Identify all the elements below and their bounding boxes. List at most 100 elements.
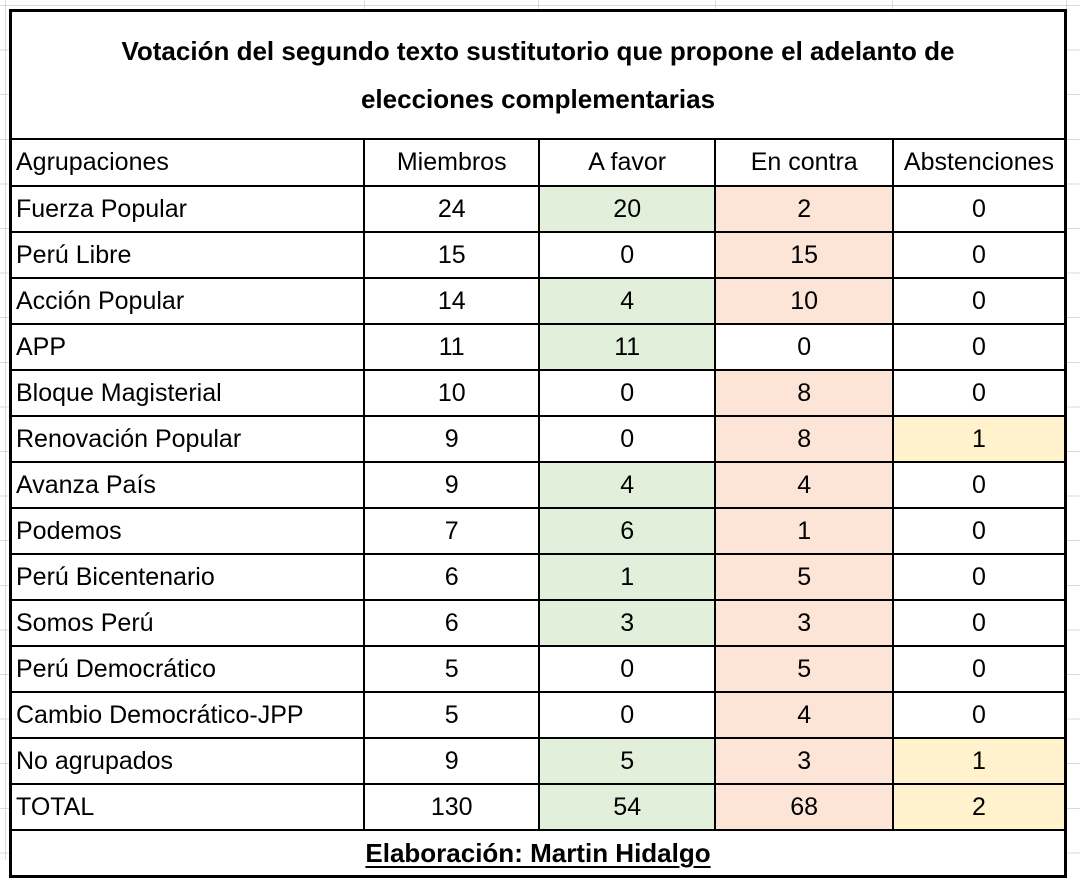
party-name-cell: Bloque Magisterial — [9, 369, 366, 417]
a-favor-cell: 20 — [537, 185, 717, 233]
party-name-cell: Somos Perú — [9, 599, 366, 647]
en-contra-cell: 2 — [714, 185, 894, 233]
abstenciones-cell: 0 — [891, 599, 1067, 647]
miembros-cell: 5 — [363, 645, 540, 693]
table-title-line1: Votación del segundo texto sustitutorio … — [121, 36, 955, 66]
miembros-cell: 11 — [363, 323, 540, 371]
a-favor-cell: 5 — [537, 737, 717, 785]
total-row: TOTAL 130 54 68 2 — [9, 783, 1067, 831]
party-row: No agrupados 9 5 3 1 — [9, 737, 1067, 785]
miembros-cell: 130 — [363, 783, 540, 831]
column-header-a-favor: A favor — [537, 138, 717, 187]
a-favor-cell: 1 — [537, 553, 717, 601]
abstenciones-cell: 0 — [891, 185, 1067, 233]
abstenciones-cell: 0 — [891, 369, 1067, 417]
en-contra-cell: 3 — [714, 737, 894, 785]
table-footer: Elaboración: Martin Hidalgo — [9, 829, 1067, 878]
a-favor-cell: 3 — [537, 599, 717, 647]
abstenciones-cell: 0 — [891, 277, 1067, 325]
party-row: Cambio Democrático-JPP 5 0 4 0 — [9, 691, 1067, 739]
table-body: Fuerza Popular 24 20 2 0 Perú Libre 15 0 15 0 Acci… — [9, 185, 1067, 831]
a-favor-cell: 0 — [537, 369, 717, 417]
vote-table: Votación del segundo texto sustitutorio … — [9, 9, 1067, 878]
en-contra-cell: 68 — [714, 783, 894, 831]
abstenciones-cell: 2 — [891, 783, 1067, 831]
party-row: APP 11 11 0 0 — [9, 323, 1067, 371]
header-row: Agrupaciones Miembros A favor En contra … — [9, 138, 1067, 187]
party-row: Acción Popular 14 4 10 0 — [9, 277, 1067, 325]
abstenciones-cell: 0 — [891, 645, 1067, 693]
footer-text: Elaboración: Martin Hidalgo — [365, 837, 711, 868]
party-name-cell: Renovación Popular — [9, 415, 366, 463]
a-favor-cell: 0 — [537, 645, 717, 693]
a-favor-cell: 0 — [537, 415, 717, 463]
en-contra-cell: 15 — [714, 231, 894, 279]
miembros-cell: 6 — [363, 553, 540, 601]
a-favor-cell: 6 — [537, 507, 717, 555]
miembros-cell: 24 — [363, 185, 540, 233]
party-row: Avanza País 9 4 4 0 — [9, 461, 1067, 509]
sheet-gridline-vertical — [5, 0, 6, 860]
party-row: Perú Libre 15 0 15 0 — [9, 231, 1067, 279]
a-favor-cell: 4 — [537, 277, 717, 325]
column-header-miembros: Miembros — [363, 138, 540, 187]
party-name-cell: Podemos — [9, 507, 366, 555]
miembros-cell: 9 — [363, 461, 540, 509]
abstenciones-cell: 1 — [891, 737, 1067, 785]
en-contra-cell: 0 — [714, 323, 894, 371]
abstenciones-cell: 0 — [891, 323, 1067, 371]
en-contra-cell: 4 — [714, 691, 894, 739]
table-title-line2: elecciones complementarias — [360, 84, 716, 114]
party-row: Perú Bicentenario 6 1 5 0 — [9, 553, 1067, 601]
miembros-cell: 7 — [363, 507, 540, 555]
party-name-cell: Perú Bicentenario — [9, 553, 366, 601]
table-title: Votación del segundo texto sustitutorio … — [9, 9, 1067, 140]
en-contra-cell: 10 — [714, 277, 894, 325]
party-name-cell: TOTAL — [9, 783, 366, 831]
abstenciones-cell: 0 — [891, 461, 1067, 509]
miembros-cell: 14 — [363, 277, 540, 325]
title-row: Votación del segundo texto sustitutorio … — [9, 9, 1067, 140]
en-contra-cell: 3 — [714, 599, 894, 647]
miembros-cell: 9 — [363, 737, 540, 785]
party-name-cell: Fuerza Popular — [9, 185, 366, 233]
party-name-cell: Perú Libre — [9, 231, 366, 279]
a-favor-cell: 0 — [537, 231, 717, 279]
party-row: Fuerza Popular 24 20 2 0 — [9, 185, 1067, 233]
party-row: Somos Perú 6 3 3 0 — [9, 599, 1067, 647]
en-contra-cell: 8 — [714, 369, 894, 417]
party-row: Podemos 7 6 1 0 — [9, 507, 1067, 555]
abstenciones-cell: 0 — [891, 691, 1067, 739]
column-header-agrupaciones: Agrupaciones — [9, 138, 366, 187]
abstenciones-cell: 1 — [891, 415, 1067, 463]
en-contra-cell: 4 — [714, 461, 894, 509]
en-contra-cell: 1 — [714, 507, 894, 555]
en-contra-cell: 5 — [714, 553, 894, 601]
en-contra-cell: 5 — [714, 645, 894, 693]
party-name-cell: APP — [9, 323, 366, 371]
a-favor-cell: 11 — [537, 323, 717, 371]
a-favor-cell: 0 — [537, 691, 717, 739]
party-name-cell: Perú Democrático — [9, 645, 366, 693]
miembros-cell: 5 — [363, 691, 540, 739]
party-name-cell: Cambio Democrático-JPP — [9, 691, 366, 739]
miembros-cell: 15 — [363, 231, 540, 279]
a-favor-cell: 54 — [537, 783, 717, 831]
footer-row: Elaboración: Martin Hidalgo — [9, 829, 1067, 878]
abstenciones-cell: 0 — [891, 553, 1067, 601]
party-name-cell: Acción Popular — [9, 277, 366, 325]
party-row: Bloque Magisterial 10 0 8 0 — [9, 369, 1067, 417]
a-favor-cell: 4 — [537, 461, 717, 509]
en-contra-cell: 8 — [714, 415, 894, 463]
miembros-cell: 9 — [363, 415, 540, 463]
miembros-cell: 6 — [363, 599, 540, 647]
abstenciones-cell: 0 — [891, 231, 1067, 279]
column-header-abstenciones: Abstenciones — [891, 138, 1067, 187]
miembros-cell: 10 — [363, 369, 540, 417]
column-header-en-contra: En contra — [714, 138, 894, 187]
party-name-cell: No agrupados — [9, 737, 366, 785]
abstenciones-cell: 0 — [891, 507, 1067, 555]
party-name-cell: Avanza País — [9, 461, 366, 509]
party-row: Renovación Popular 9 0 8 1 — [9, 415, 1067, 463]
